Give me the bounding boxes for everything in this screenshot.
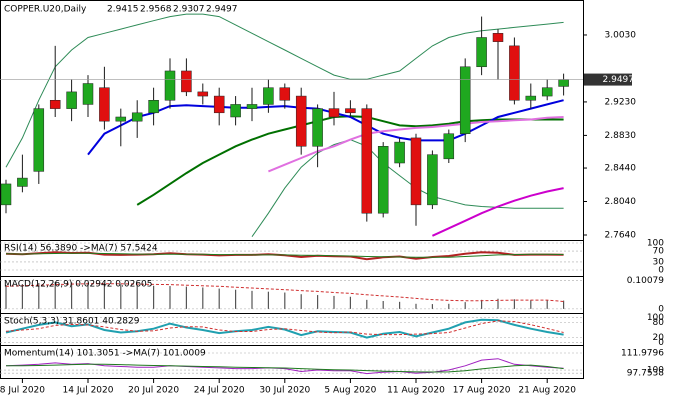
indicator-label: Stoch(5,3,3) 31.8601 40.2829 bbox=[4, 317, 140, 327]
y-tick-label: 2.7640 bbox=[605, 230, 637, 240]
y-tick-label: 70 bbox=[653, 247, 665, 257]
candle-body bbox=[181, 70, 192, 93]
y-tick-label: 3.0030 bbox=[605, 30, 637, 40]
candle-body bbox=[312, 108, 323, 147]
y-tick-label: 111.9796 bbox=[621, 349, 664, 359]
indicator-line bbox=[6, 363, 564, 373]
header-high: 2.9568 bbox=[140, 5, 172, 15]
x-tick-label: 5 Aug 2020 bbox=[324, 386, 376, 396]
candle-body bbox=[476, 37, 487, 68]
y-tick-label: 2.8040 bbox=[605, 197, 637, 207]
indicator-line bbox=[5, 318, 564, 339]
y-tick-label: 2.8440 bbox=[605, 164, 637, 174]
y-tick-label: 100 bbox=[647, 239, 664, 249]
candle-body bbox=[377, 146, 389, 214]
candle-body bbox=[263, 87, 274, 105]
candle-body bbox=[49, 99, 61, 109]
candle-body bbox=[509, 45, 520, 101]
candle-body bbox=[279, 87, 291, 101]
x-tick-label: 17 Aug 2020 bbox=[453, 386, 511, 396]
indicator-label: RSI(14) 56.3890 ->MA(7) 57.5424 bbox=[4, 244, 158, 254]
current-price-label: 2.9497 bbox=[603, 75, 635, 85]
indicator-line bbox=[5, 358, 564, 375]
candle-body bbox=[17, 177, 28, 187]
candle-body bbox=[230, 104, 241, 118]
chart-title: COPPER.U20,Daily bbox=[4, 5, 87, 15]
indicator-line bbox=[5, 252, 564, 258]
y-tick-label: 0 bbox=[658, 266, 664, 276]
indicator-label: Momentum(14) 101.3051 ->MA(7) 101.0009 bbox=[4, 349, 206, 359]
x-tick-label: 21 Aug 2020 bbox=[518, 386, 576, 396]
candle-body bbox=[427, 154, 438, 206]
candle-body bbox=[99, 87, 110, 122]
candle-body bbox=[66, 91, 77, 109]
x-tick-label: 30 Jul 2020 bbox=[259, 386, 310, 396]
indicator-label: MACD(12,26,9) 0.02942 0.02605 bbox=[4, 280, 153, 290]
candle-body bbox=[33, 108, 45, 172]
y-tick-label: 20 bbox=[653, 333, 665, 343]
y-tick-label: 2.9230 bbox=[605, 97, 637, 107]
y-tick-label: 0 bbox=[658, 304, 664, 314]
marks bbox=[0, 13, 583, 375]
y-tick-label: 30 bbox=[653, 257, 665, 267]
indicator-line bbox=[5, 13, 564, 168]
y-tick-label: 97.7538 bbox=[627, 369, 664, 379]
candle-body bbox=[148, 99, 159, 114]
y-tick-label: 100 bbox=[647, 366, 664, 376]
y-tick-label: 2.8830 bbox=[605, 131, 637, 141]
indicator-line bbox=[87, 99, 564, 156]
x-tick-label: 14 Jul 2020 bbox=[63, 386, 114, 396]
header-close: 2.9497 bbox=[206, 5, 238, 15]
candle-body bbox=[295, 95, 307, 147]
candle-body bbox=[443, 133, 455, 160]
current-price-box bbox=[584, 73, 632, 86]
indicator-line bbox=[5, 283, 564, 302]
candle-body bbox=[541, 87, 553, 97]
x-tick-label: 11 Aug 2020 bbox=[387, 386, 445, 396]
x-tick-label: 24 Jul 2020 bbox=[194, 386, 245, 396]
candle-body bbox=[164, 70, 176, 101]
x-tick-label: 20 Jul 2020 bbox=[128, 386, 179, 396]
candle-body bbox=[213, 95, 225, 114]
indicator-line bbox=[251, 139, 564, 237]
y-tick-label: 0.10079 bbox=[627, 276, 664, 286]
y-tick-label: 100 bbox=[647, 313, 664, 323]
header-low: 2.9307 bbox=[173, 5, 205, 15]
candle-body bbox=[82, 83, 94, 105]
candle-body bbox=[345, 108, 356, 114]
candle-body bbox=[197, 91, 209, 97]
candle-body bbox=[410, 137, 422, 206]
candle-body bbox=[131, 112, 143, 122]
candle-body bbox=[558, 79, 569, 87]
candle-body bbox=[525, 95, 537, 101]
candle-body bbox=[394, 141, 405, 164]
x-tick-label: 8 Jul 2020 bbox=[0, 386, 45, 396]
candle-body bbox=[0, 183, 12, 206]
indicator-line bbox=[431, 187, 564, 237]
indicator-line bbox=[5, 320, 564, 336]
candle-body bbox=[246, 104, 258, 109]
header-open: 2.9415 bbox=[107, 5, 139, 15]
candle-body bbox=[328, 108, 340, 118]
candle-body bbox=[115, 116, 127, 122]
candle-body bbox=[492, 33, 504, 42]
y-tick-label: 80 bbox=[653, 318, 665, 328]
candle-body bbox=[459, 66, 471, 134]
y-tick-label: 0 bbox=[658, 338, 664, 348]
candle-body bbox=[361, 108, 373, 214]
plot-frame bbox=[0, 0, 584, 379]
